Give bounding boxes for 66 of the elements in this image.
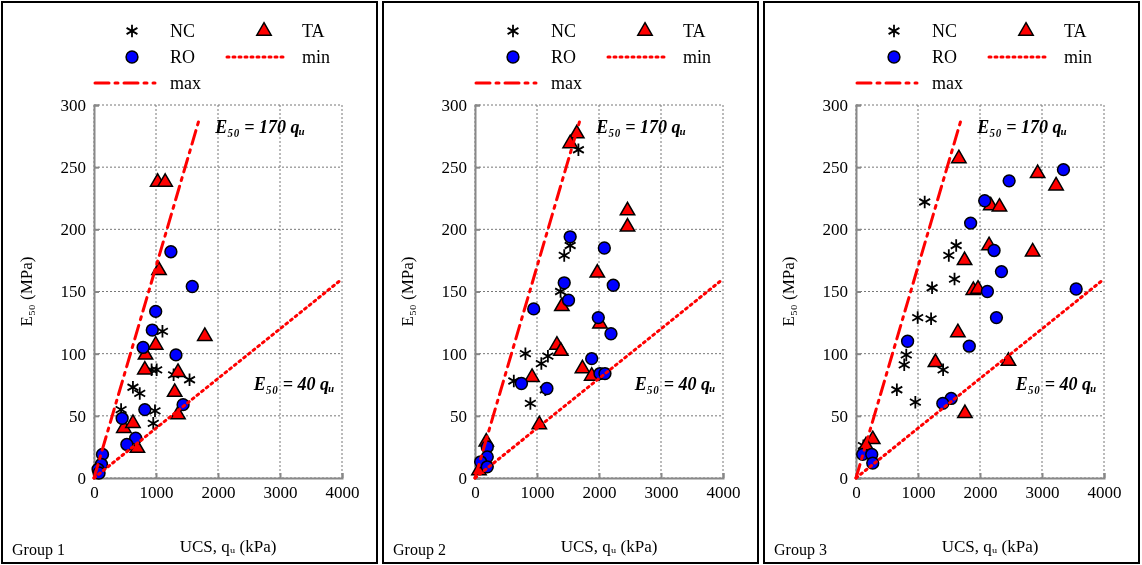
legend-label: min bbox=[302, 47, 331, 67]
y-tick-label: 250 bbox=[441, 158, 467, 178]
x-tick-label: 1000 bbox=[139, 483, 174, 502]
y-tick-label: 300 bbox=[822, 95, 848, 115]
annotation: E₅₀ = 170 qᵤ bbox=[214, 117, 305, 137]
y-tick-label: 100 bbox=[822, 344, 848, 364]
y-tick-label: 250 bbox=[822, 158, 848, 178]
annotation: E₅₀ = 170 qᵤ bbox=[595, 117, 686, 137]
y-tick-label: 150 bbox=[822, 282, 848, 302]
legend-label: max bbox=[932, 73, 963, 93]
x-tick-label: 3000 bbox=[1025, 483, 1060, 502]
legend-label: max bbox=[551, 73, 582, 93]
annotation: E₅₀ = 40 qᵤ bbox=[1014, 374, 1097, 394]
text: Group 2 bbox=[393, 541, 446, 559]
y-axis-title: E₅₀ (MPa) bbox=[779, 256, 798, 327]
legend-label: RO bbox=[932, 47, 958, 67]
legend-label: NC bbox=[932, 21, 958, 41]
y-tick-label: 100 bbox=[441, 344, 467, 364]
y-tick-label: 50 bbox=[450, 406, 467, 426]
y-tick-label: 0 bbox=[77, 468, 86, 488]
legend-label: max bbox=[170, 73, 201, 93]
x-tick-label: 4000 bbox=[325, 483, 360, 502]
annotation: E₅₀ = 170 qᵤ bbox=[976, 117, 1067, 137]
x-tick-label: 2000 bbox=[201, 483, 236, 502]
y-tick-label: 50 bbox=[69, 406, 86, 426]
x-tick-label: 0 bbox=[90, 483, 99, 502]
x-tick-label: 3000 bbox=[644, 483, 679, 502]
legend-label: RO bbox=[551, 47, 577, 67]
legend-label: RO bbox=[170, 47, 196, 67]
x-tick-label: 3000 bbox=[263, 483, 298, 502]
text: Group 3 bbox=[774, 541, 827, 559]
y-tick-label: 0 bbox=[458, 468, 467, 488]
y-tick-label: 200 bbox=[441, 220, 467, 240]
x-tick-label: 4000 bbox=[706, 483, 741, 502]
y-axis-title: E₅₀ (MPa) bbox=[398, 256, 417, 327]
legend-label: min bbox=[683, 47, 712, 67]
legend-label: TA bbox=[302, 21, 325, 41]
x-tick-label: 1000 bbox=[520, 483, 555, 502]
x-tick-label: 4000 bbox=[1087, 483, 1122, 502]
y-tick-label: 50 bbox=[831, 406, 848, 426]
x-axis-title: UCS, qᵤ (kPa) bbox=[560, 537, 658, 556]
y-tick-label: 250 bbox=[60, 158, 86, 178]
annotation: E₅₀ = 40 qᵤ bbox=[633, 374, 716, 394]
y-tick-label: 150 bbox=[60, 282, 86, 302]
y-axis-title: E₅₀ (MPa) bbox=[17, 256, 36, 327]
y-tick-label: 150 bbox=[441, 282, 467, 302]
legend-label: TA bbox=[683, 21, 706, 41]
x-tick-label: 0 bbox=[852, 483, 861, 502]
legend-label: NC bbox=[551, 21, 577, 41]
y-tick-label: 300 bbox=[441, 95, 467, 115]
x-tick-label: 1000 bbox=[901, 483, 936, 502]
y-tick-label: 100 bbox=[60, 344, 86, 364]
annotation: E₅₀ = 40 qᵤ bbox=[252, 374, 335, 394]
x-axis-title: UCS, qᵤ (kPa) bbox=[179, 537, 277, 556]
legend-label: min bbox=[1064, 47, 1093, 67]
x-tick-label: 2000 bbox=[963, 483, 998, 502]
y-tick-label: 200 bbox=[60, 220, 86, 240]
y-tick-label: 300 bbox=[60, 95, 86, 115]
text: Group 1 bbox=[12, 541, 65, 559]
legend-label: NC bbox=[170, 21, 196, 41]
x-axis-title: UCS, qᵤ (kPa) bbox=[941, 537, 1039, 556]
y-tick-label: 0 bbox=[839, 468, 848, 488]
y-tick-label: 200 bbox=[822, 220, 848, 240]
legend-label: TA bbox=[1064, 21, 1087, 41]
x-tick-label: 0 bbox=[471, 483, 480, 502]
x-tick-label: 2000 bbox=[582, 483, 617, 502]
